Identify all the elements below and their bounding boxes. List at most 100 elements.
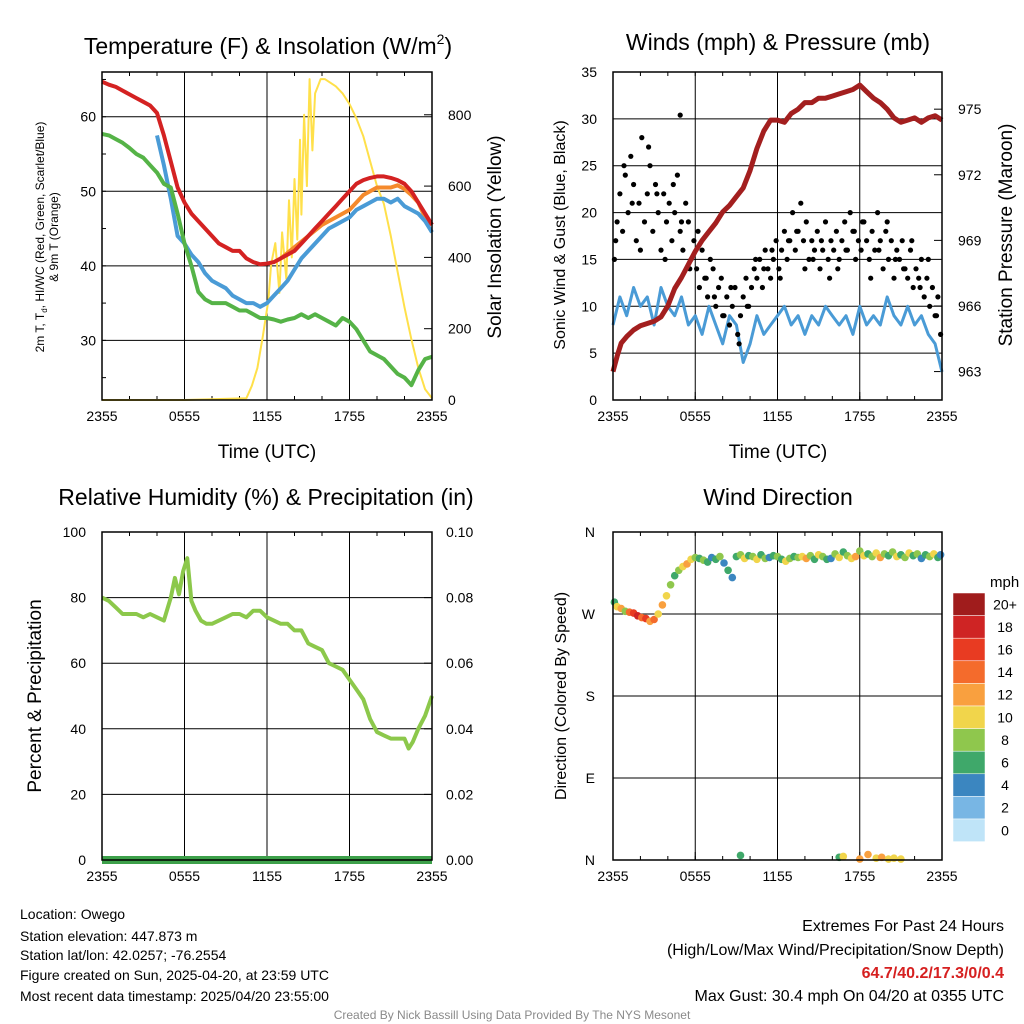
gust-point [809, 238, 815, 244]
direction-point [890, 854, 898, 862]
gust-point [663, 219, 670, 225]
x-tick-label: 1755 [844, 408, 875, 424]
legend-swatch [952, 660, 986, 684]
plot-frame [101, 531, 433, 861]
x-tick-label: 2355 [926, 408, 957, 424]
plot-frame [101, 71, 433, 401]
gust-point [621, 163, 627, 169]
gust-point [769, 247, 775, 253]
gust-point [728, 284, 734, 291]
y-tick-label: 60 [80, 109, 96, 125]
gust-point [762, 247, 768, 253]
gust-point [683, 200, 689, 206]
legend-swatch [952, 728, 986, 752]
info-latlon: Station lat/lon: 42.0257; -76.2554 [20, 947, 227, 963]
legend-label: 18 [997, 619, 1013, 635]
gust-point [776, 266, 782, 272]
gust-point [777, 275, 783, 281]
gust-point [814, 228, 820, 234]
legend-label: 16 [997, 642, 1013, 658]
panel2-title: Winds (mph) & Pressure (mb) [626, 29, 930, 55]
gust-point [792, 247, 798, 253]
gust-point [740, 294, 746, 300]
gust-point [905, 275, 911, 281]
y2-tick-label: 400 [448, 249, 472, 265]
panel4-title: Wind Direction [703, 484, 853, 510]
y-tick-label: 40 [70, 721, 86, 737]
x-tick-label: 2355 [416, 868, 447, 884]
x-tick-label: 2355 [86, 408, 117, 424]
extremes-values: 64.7/40.2/17.3/0/0.4 [861, 965, 1004, 982]
direction-point [724, 566, 732, 575]
gust-point [894, 247, 900, 253]
gust-point [859, 219, 866, 225]
gust-point [713, 303, 719, 309]
y2-tick-label: 966 [958, 298, 982, 314]
gust-point [677, 228, 683, 234]
gust-point [916, 275, 922, 281]
gust-point [927, 303, 933, 309]
panel3-y-axis-label: Percent & Precipitation [25, 599, 46, 792]
legend-title: mph [990, 574, 1019, 591]
panel1-right-axis-label: Solar Insolation (Yellow) [485, 135, 506, 338]
gust-point [678, 219, 685, 225]
extremes-subtitle: (High/Low/Max Wind/Precipitation/Snow De… [666, 942, 1004, 959]
gust-point [711, 294, 718, 300]
y-tick-label: 0 [78, 852, 86, 868]
y-tick-label: 20 [70, 786, 86, 802]
gust-point [883, 228, 889, 234]
gust-point [765, 266, 771, 272]
gust-point [633, 238, 639, 244]
gust-point [880, 266, 886, 272]
gust-point [818, 238, 825, 244]
temperature-insolation-panel: Temperature (F) & Insolation (W/m2) Time… [33, 31, 506, 463]
gust-point [662, 256, 668, 262]
legend-label: 12 [997, 687, 1013, 703]
y2-tick-label: 0 [448, 392, 456, 408]
gust-point [716, 284, 722, 291]
x-tick-label: 1755 [844, 868, 875, 884]
y-tick-label: W [582, 606, 596, 622]
gust-point [794, 228, 800, 234]
credit-line: Created By Nick Bassill Using Data Provi… [333, 1008, 691, 1022]
gust-point [891, 275, 897, 281]
gust-point [652, 181, 659, 188]
legend-label: 14 [997, 664, 1013, 680]
gust-point [614, 219, 620, 225]
gust-point [907, 247, 914, 253]
gust-point [744, 303, 750, 309]
x-tick-label: 2355 [416, 408, 447, 424]
y-tick-label: 5 [589, 345, 597, 361]
gust-point [705, 294, 711, 300]
speed-color-legend: mph 20+ 18 16 14 12 10 8 6 4 2 0 [952, 574, 1019, 842]
winds-pressure-panel: Winds (mph) & Pressure (mb) Time (UTC) S… [552, 29, 1017, 463]
gust-point [636, 200, 642, 206]
gust-point [847, 210, 853, 216]
gust-point [655, 210, 661, 216]
gust-point [875, 210, 881, 216]
direction-point [736, 851, 745, 860]
gust-point [933, 313, 940, 319]
x-tick-label: 2355 [86, 868, 117, 884]
legend-label: 6 [1001, 755, 1009, 771]
gust-point [833, 228, 840, 234]
series-line-1 [279, 183, 434, 260]
y-tick-label: 50 [80, 183, 96, 199]
gust-point [650, 228, 656, 234]
gust-point [661, 191, 667, 197]
gust-point [842, 219, 848, 225]
legend-label: 20+ [993, 596, 1017, 612]
info-figure-created: Figure created on Sun, 2025-04-20, at 23… [20, 967, 329, 983]
gust-point [925, 256, 931, 262]
direction-point [720, 559, 728, 567]
gust-point [628, 153, 634, 159]
panel2-y-axis-label: Sonic Wind & Gust (Blue, Black) [552, 120, 569, 349]
direction-point [877, 853, 886, 862]
gust-point [695, 228, 701, 234]
gust-point [909, 238, 915, 244]
gust-point [892, 256, 899, 262]
wind-direction-panel: Wind Direction Direction (Colored By Spe… [553, 484, 1019, 884]
y-tick-label: S [586, 688, 595, 704]
series-line-3 [101, 131, 433, 388]
